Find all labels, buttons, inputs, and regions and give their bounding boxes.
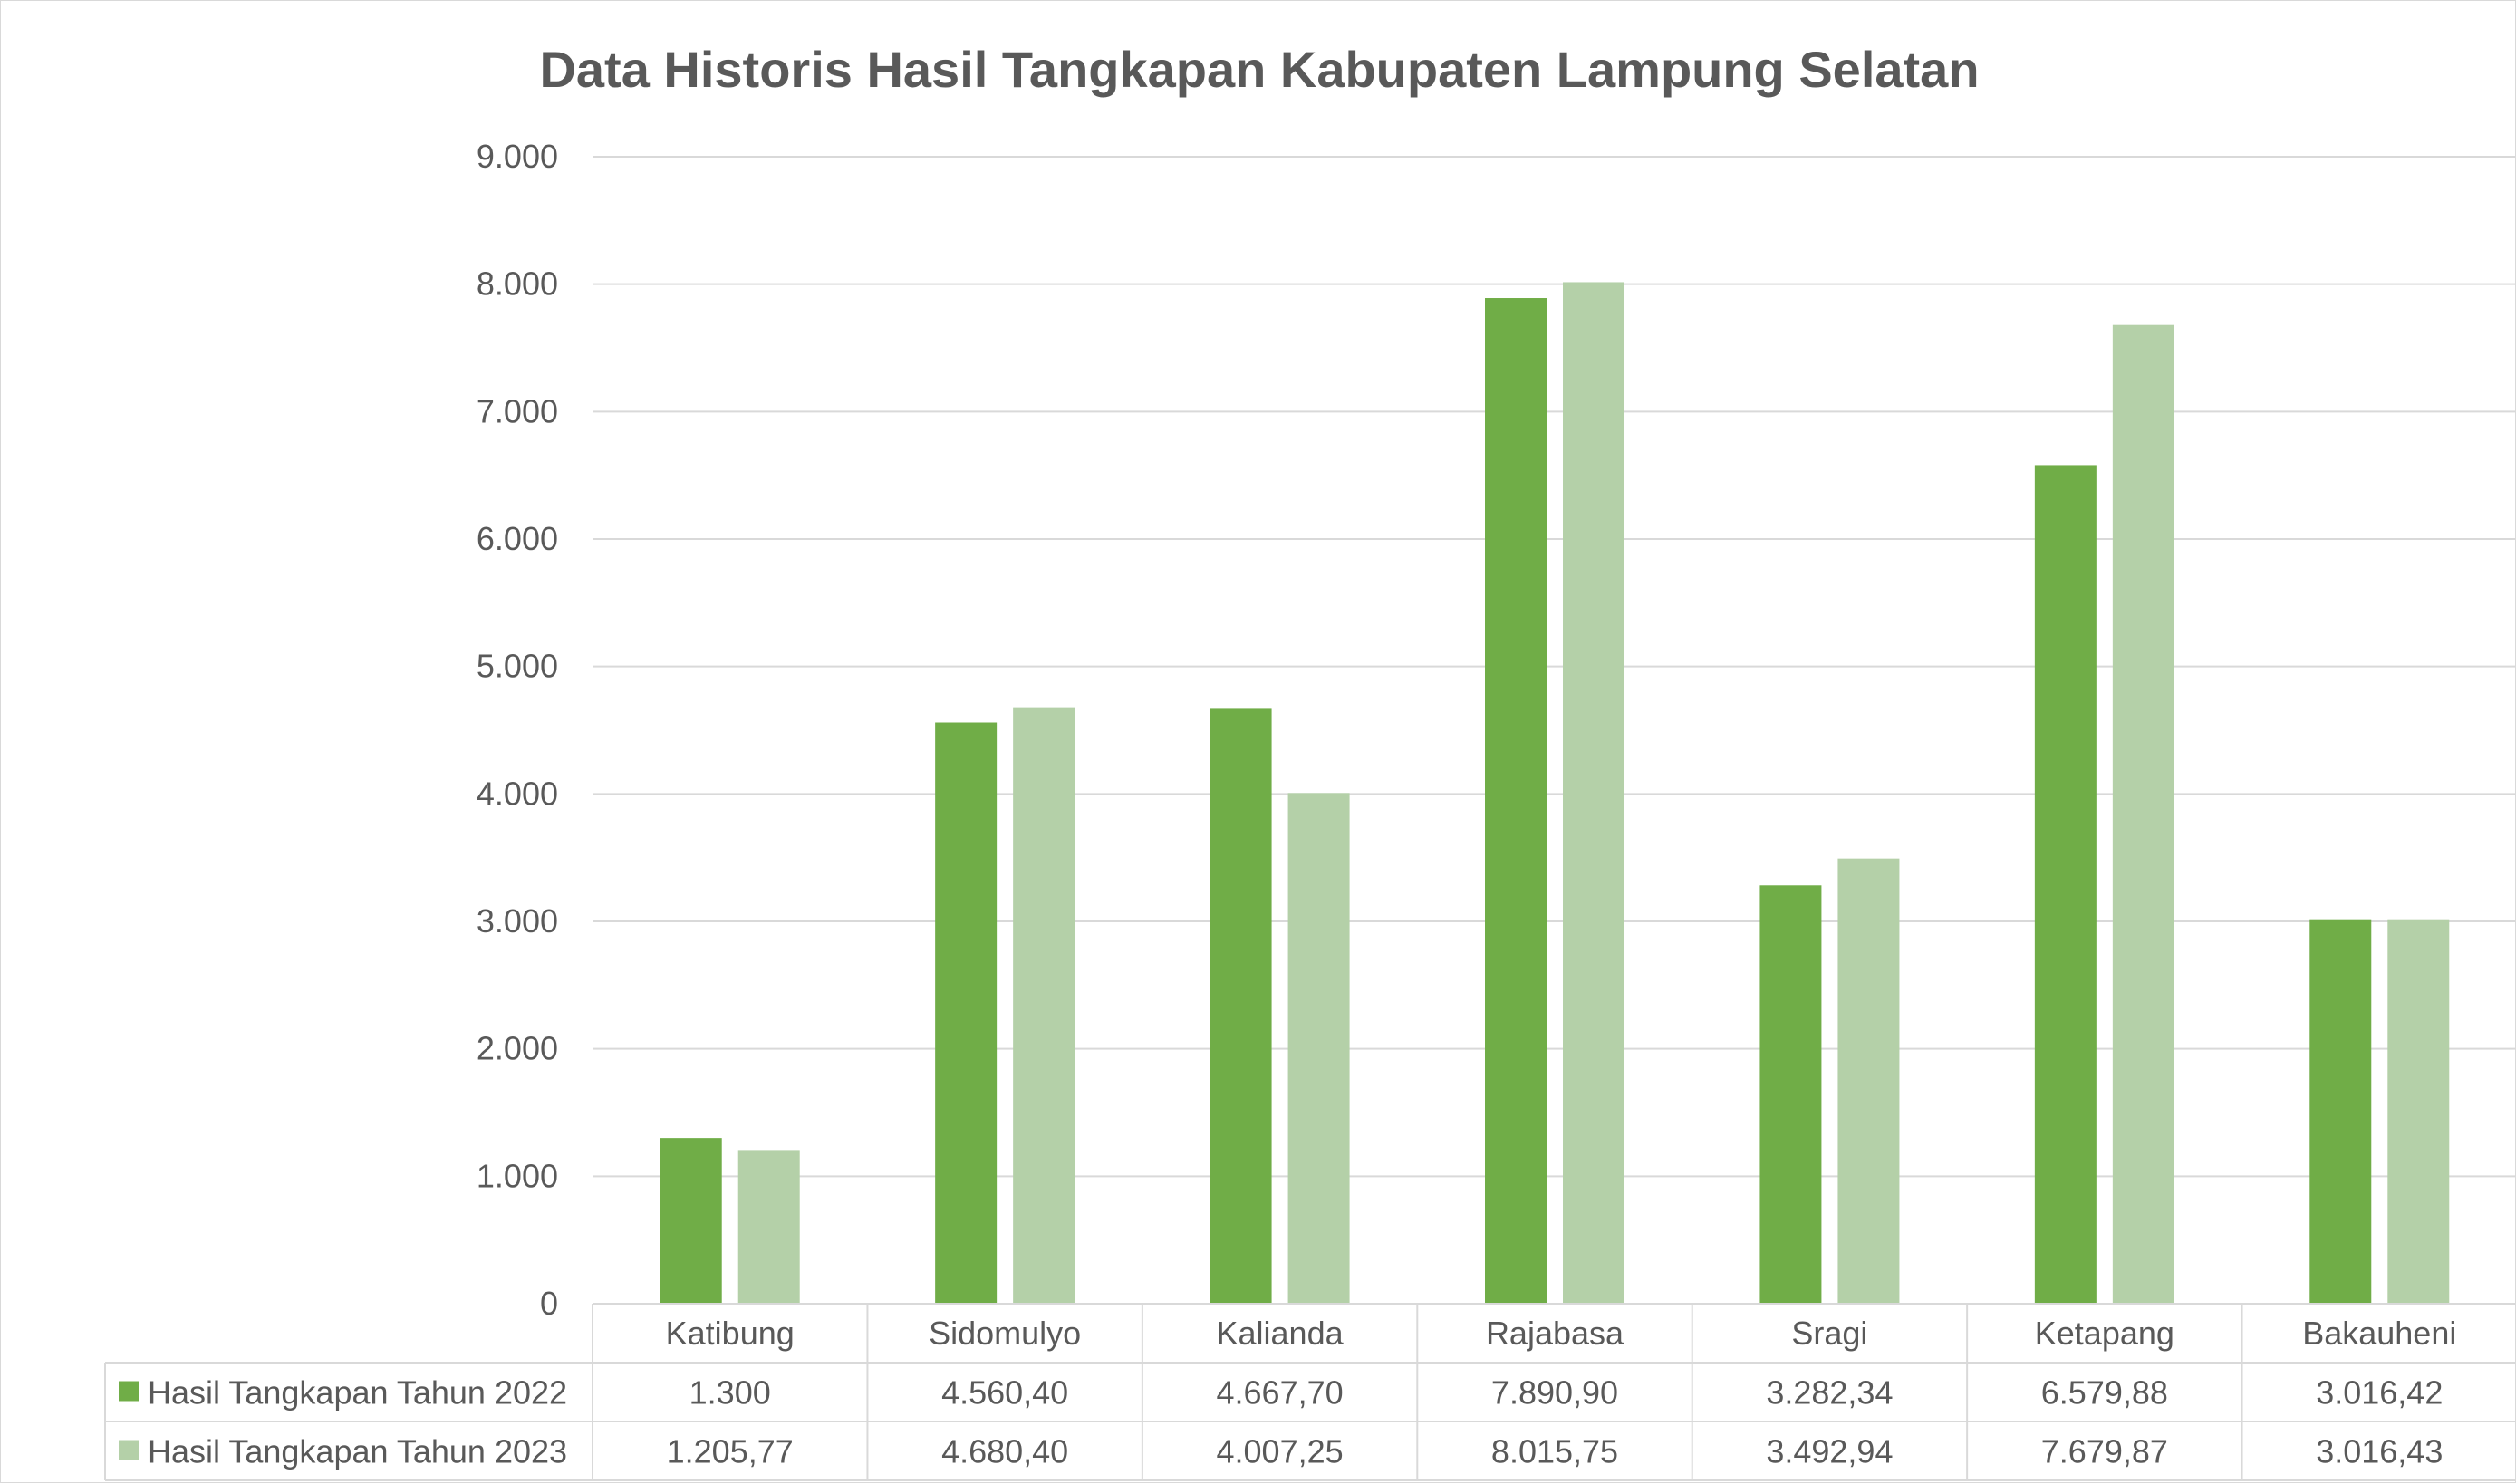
data-label: 3.282,34 — [1766, 1374, 1893, 1412]
y-tick-label: 0 — [540, 1285, 558, 1322]
y-tick-label: 1.000 — [477, 1157, 558, 1194]
legend-key — [119, 1440, 139, 1460]
bar-ketapang-series-1 — [2034, 465, 2097, 1304]
y-tick-label: 9.000 — [477, 138, 558, 175]
data-label: 4.680,40 — [941, 1433, 1068, 1470]
y-tick-label: 5.000 — [477, 648, 558, 685]
bars — [660, 282, 2450, 1305]
x-tick-label: Ketapang — [2035, 1315, 2174, 1352]
bar-sragi-series-1 — [1759, 885, 1822, 1304]
gridlines — [593, 156, 2516, 1305]
y-axis-ticks: 0 1.000 2.000 3.000 4.000 5.000 6.000 7.000 8.00… — [477, 138, 558, 1322]
bar-kalianda-series-2 — [1287, 793, 1350, 1304]
x-tick-label: Sidomulyo — [929, 1315, 1081, 1352]
data-label: 1.205,77 — [667, 1433, 794, 1470]
legend-key — [119, 1381, 139, 1402]
legend-label: Hasil Tangkapan Tahun 2022 — [148, 1374, 567, 1412]
bar-sragi-series-2 — [1837, 858, 1900, 1304]
bar-bakauheni-series-2 — [2387, 919, 2450, 1304]
x-tick-label: Kalianda — [1217, 1315, 1345, 1352]
y-tick-label: 2.000 — [477, 1030, 558, 1067]
data-label: 7.890,90 — [1491, 1374, 1618, 1412]
x-tick-label: Sragi — [1791, 1315, 1867, 1352]
data-label: 8.015,75 — [1491, 1433, 1618, 1470]
data-label: 3.016,43 — [2316, 1433, 2443, 1470]
bar-rajabasa-series-2 — [1563, 282, 1624, 1304]
bar-katibung-series-2 — [737, 1150, 800, 1304]
y-tick-label: 3.000 — [477, 902, 558, 940]
y-tick-label: 7.000 — [477, 392, 558, 429]
data-label: 4.560,40 — [941, 1374, 1068, 1412]
chart-title: Data Historis Hasil Tangkapan Kabupaten … — [539, 41, 1979, 98]
data-table: Katibung Sidomulyo Kalianda Rajabasa Sragi Ke… — [104, 1303, 2516, 1481]
bar-kalianda-series-1 — [1210, 708, 1272, 1304]
bar-rajabasa-series-1 — [1485, 298, 1547, 1304]
data-label: 3.016,42 — [2316, 1374, 2443, 1412]
x-tick-label: Rajabasa — [1486, 1315, 1624, 1352]
data-label: 4.667,70 — [1217, 1374, 1344, 1412]
data-label: 4.007,25 — [1217, 1433, 1344, 1470]
bar-katibung-series-1 — [660, 1138, 722, 1304]
y-tick-label: 4.000 — [477, 775, 558, 812]
bar-bakauheni-series-1 — [2309, 919, 2372, 1304]
data-label: 7.679,87 — [2041, 1433, 2168, 1470]
data-label: 1.300 — [689, 1374, 771, 1412]
data-label: 6.579,88 — [2041, 1374, 2168, 1412]
y-tick-label: 8.000 — [477, 265, 558, 303]
x-tick-label: Katibung — [666, 1315, 795, 1352]
bar-sidomulyo-series-1 — [935, 722, 998, 1304]
legend-label: Hasil Tangkapan Tahun 2023 — [148, 1433, 567, 1470]
bar-sidomulyo-series-2 — [1013, 707, 1075, 1304]
data-label: 3.492,94 — [1766, 1433, 1893, 1470]
y-tick-label: 6.000 — [477, 520, 558, 557]
bar-ketapang-series-2 — [2112, 324, 2174, 1305]
x-tick-label: Bakauheni — [2302, 1315, 2456, 1352]
